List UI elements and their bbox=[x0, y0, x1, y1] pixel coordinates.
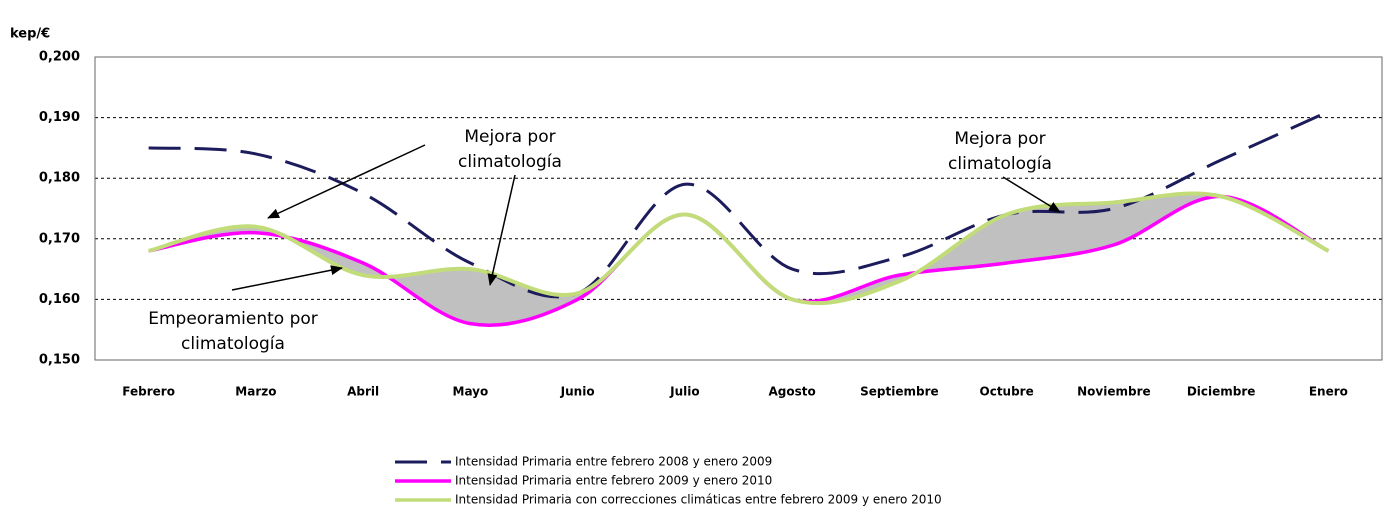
x-tick-label: Agosto bbox=[769, 385, 816, 399]
x-tick-label: Marzo bbox=[235, 385, 276, 399]
x-tick-label: Enero bbox=[1309, 385, 1348, 399]
x-tick-label: Abril bbox=[347, 385, 379, 399]
annotation: climatología bbox=[181, 334, 285, 354]
x-tick-label: Septiembre bbox=[860, 385, 939, 399]
legend-label: Intensidad Primaria entre febrero 2009 y… bbox=[455, 474, 772, 488]
annotation: Empeoramiento por bbox=[148, 309, 318, 329]
series-line bbox=[148, 191, 1330, 306]
annotation: climatología bbox=[948, 154, 1052, 174]
y-tick-label: 0,190 bbox=[39, 110, 80, 125]
x-tick-label: Octubre bbox=[980, 385, 1034, 399]
x-tick-label: Mayo bbox=[453, 385, 489, 399]
legend-label: Intensidad Primaria con correcciones cli… bbox=[455, 493, 942, 507]
annotation: Mejora por bbox=[954, 129, 1045, 149]
annotation-arrow bbox=[1002, 176, 1061, 213]
annotation-arrow bbox=[267, 144, 426, 219]
annotation: Mejora por bbox=[464, 127, 555, 147]
annotation-arrow bbox=[231, 265, 343, 291]
annotation: climatología bbox=[458, 152, 562, 172]
y-tick-label: 0,200 bbox=[39, 50, 80, 65]
y-tick-label: 0,160 bbox=[39, 292, 80, 307]
y-axis-label: kep/€ bbox=[10, 27, 50, 42]
y-tick-label: 0,150 bbox=[39, 353, 80, 368]
y-tick-label: 0,180 bbox=[39, 171, 80, 186]
x-tick-label: Junio bbox=[560, 385, 595, 399]
x-tick-label: Diciembre bbox=[1187, 385, 1256, 399]
difference-area bbox=[148, 193, 1329, 326]
plot-border bbox=[94, 56, 1383, 361]
x-tick-label: Febrero bbox=[122, 385, 175, 399]
y-tick-label: 0,170 bbox=[39, 231, 80, 246]
x-tick-label: Noviembre bbox=[1077, 385, 1151, 399]
legend-label: Intensidad Primaria entre febrero 2008 y… bbox=[455, 455, 772, 469]
annotation-arrow bbox=[487, 174, 516, 286]
series-line bbox=[148, 110, 1329, 299]
x-tick-label: Julio bbox=[669, 385, 699, 399]
